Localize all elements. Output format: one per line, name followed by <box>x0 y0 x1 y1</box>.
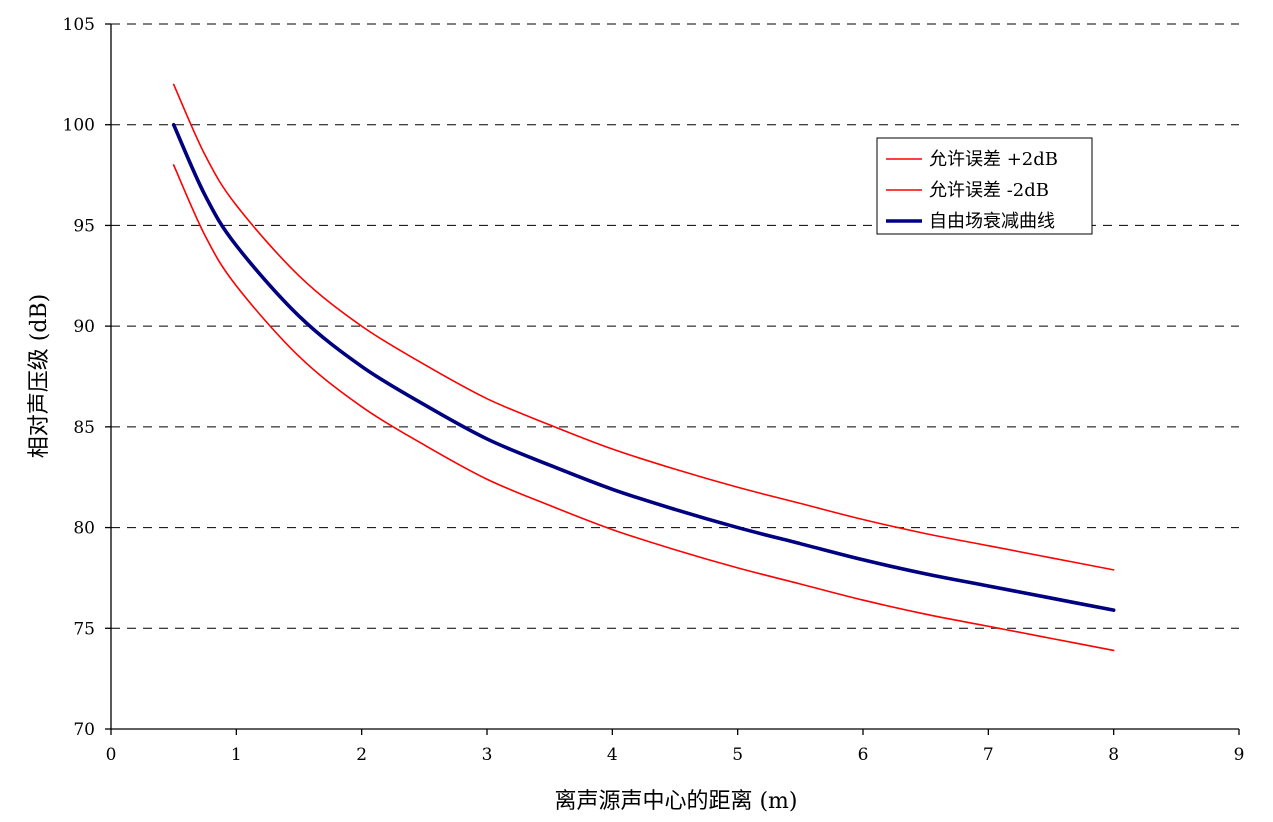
series-line-plus-2db <box>172 83 1115 571</box>
y-tick-label: 90 <box>73 317 95 337</box>
y-tick-label: 100 <box>63 116 95 136</box>
tick-labels: 70 75 80 85 90 95 100 105 0 1 2 3 4 5 6 7 8 9 <box>63 15 1245 765</box>
series-line-free-field <box>171 122 1116 612</box>
legend-label: 允许误差 +2dB <box>929 149 1058 170</box>
x-axis-label: 离声源声中心的距离 (m) <box>554 789 797 814</box>
y-tick-label: 70 <box>73 720 95 740</box>
x-tick-label: 5 <box>732 745 743 765</box>
x-tick-label: 0 <box>106 745 117 765</box>
x-tick-label: 6 <box>858 745 869 765</box>
y-axis-label: 相对声压级 (dB) <box>27 294 52 458</box>
x-tick-label: 4 <box>607 745 618 765</box>
x-tick-label: 8 <box>1108 745 1119 765</box>
legend: 允许误差 +2dB 允许误差 -2dB 自由场衰减曲线 <box>876 137 1093 235</box>
x-tick-label: 9 <box>1234 745 1245 765</box>
y-tick-label: 80 <box>73 519 95 539</box>
x-tick-label: 1 <box>231 745 242 765</box>
series-lines <box>171 83 1116 652</box>
grid-lines <box>111 23 1239 629</box>
axes <box>105 23 1240 735</box>
series-line-minus-2db <box>172 164 1115 652</box>
y-tick-label: 75 <box>73 619 95 639</box>
y-tick-label: 105 <box>63 15 95 35</box>
x-tick-label: 2 <box>356 745 367 765</box>
y-tick-label: 95 <box>73 216 95 236</box>
legend-label: 自由场衰减曲线 <box>929 211 1055 232</box>
y-tick-label: 85 <box>73 418 95 438</box>
x-tick-label: 3 <box>482 745 493 765</box>
legend-box <box>876 137 1093 235</box>
x-tick-label: 7 <box>983 745 994 765</box>
legend-label: 允许误差 -2dB <box>929 180 1049 201</box>
